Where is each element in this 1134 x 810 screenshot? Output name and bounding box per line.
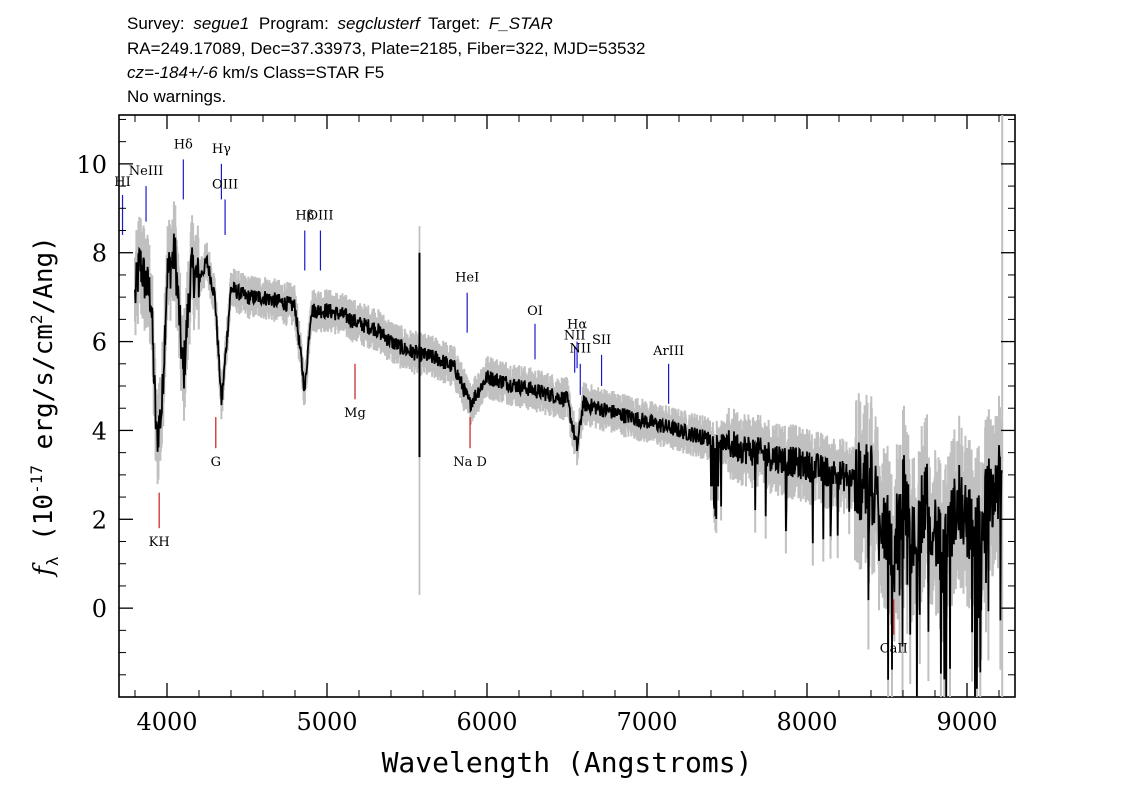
emission-line-label: Hα (567, 317, 587, 332)
y-axis-lambda: λ (43, 556, 62, 566)
absorption-line-label: Mg (344, 406, 366, 421)
emission-line-label: OIII (307, 208, 333, 223)
emission-line-label: HeI (455, 271, 479, 286)
program-label: Program: (259, 14, 329, 33)
y-tick-label: 0 (92, 595, 107, 623)
emission-line-label: NII (564, 328, 586, 343)
flux-path (134, 233, 1003, 698)
x-tick-label: 7000 (616, 708, 677, 736)
emission-line-label: OI (527, 304, 543, 319)
header-line-3: cz=-184+/-6 km/s Class=STAR F5 (127, 63, 384, 82)
emission-line-label: HI (114, 175, 130, 190)
cz-value: cz=-184+/-6 (127, 63, 218, 82)
y-tick-label: 8 (92, 240, 107, 268)
y-axis-end: /Ang) (29, 236, 59, 314)
absorption-line-label: Na D (453, 455, 487, 470)
x-axis-title: Wavelength (Angstroms) (382, 746, 753, 779)
y-axis-title: fλ (10-17 erg/s/cm2/Ang) (27, 236, 62, 578)
emission-line-label: ArIII (652, 344, 684, 359)
y-axis-mid: (10 (29, 494, 59, 557)
y-tick-label: 6 (92, 329, 107, 357)
survey-label: Survey: (127, 14, 185, 33)
x-tick-label: 4000 (136, 708, 197, 736)
flux-series (134, 233, 1003, 698)
y-tick-label: 10 (76, 151, 107, 179)
emission-line-label: Hδ (174, 137, 193, 152)
emission-line-label: NeIII (129, 164, 163, 179)
emission-line-label: SII (592, 333, 611, 348)
plot-frame (118, 114, 1016, 698)
x-tick-label: 5000 (296, 708, 357, 736)
absorption-line-label: KH (149, 535, 170, 550)
emission-line-label: OIII (212, 177, 238, 192)
x-tick-label: 8000 (776, 708, 837, 736)
target-value: F_STAR (489, 14, 553, 33)
axis-ticks: 4000 5000 6000 7000 8000 9000 0 2 4 6 8 10 (76, 115, 1015, 736)
absorption-line-label: G (211, 455, 221, 470)
header-line-1: Survey: segue1 Program: segclusterf Targ… (127, 14, 553, 33)
class-text: km/s Class=STAR F5 (222, 63, 384, 82)
y-axis-units: erg/s/cm (29, 324, 59, 465)
emission-line-label: Hγ (212, 142, 231, 157)
x-tick-label: 9000 (936, 708, 997, 736)
y-axis-exp2: 2 (27, 314, 46, 324)
header-line-2: RA=249.17089, Dec=37.33973, Plate=2185, … (127, 39, 645, 58)
emission-line-label: Hβ (295, 208, 314, 223)
program-value: segclusterf (338, 14, 422, 33)
y-tick-label: 2 (92, 506, 107, 534)
header-line-4: No warnings. (127, 87, 226, 106)
survey-value: segue1 (193, 14, 249, 33)
y-axis-exp: -17 (27, 465, 46, 494)
target-label: Target: (428, 14, 480, 33)
emission-line-label: NII (569, 342, 591, 357)
y-tick-label: 4 (92, 417, 107, 445)
x-tick-label: 6000 (456, 708, 517, 736)
absorption-line-label: CaII (880, 642, 908, 657)
